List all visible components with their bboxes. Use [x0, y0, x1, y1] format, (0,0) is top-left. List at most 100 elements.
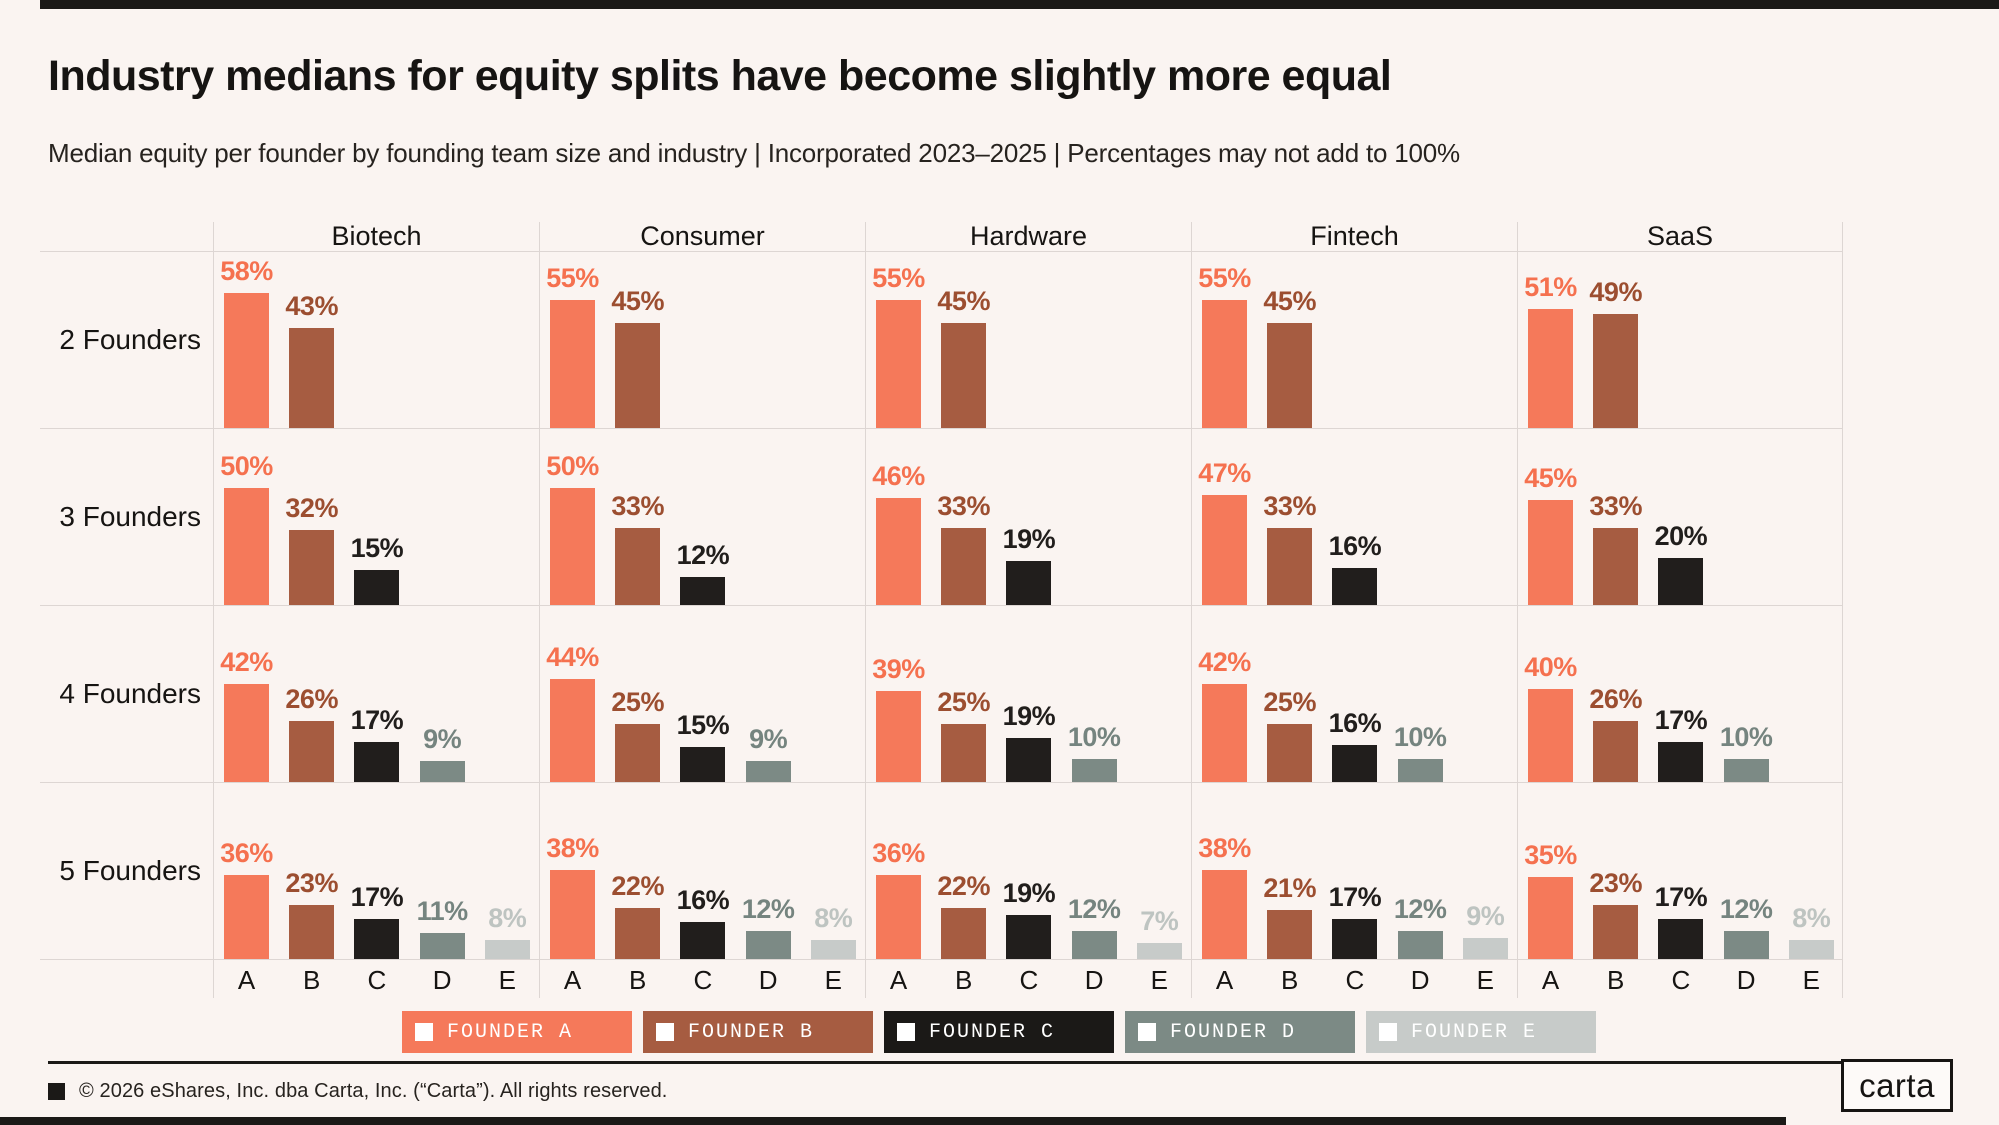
bar-founder-d [745, 931, 791, 959]
bar-value-label: 17% [1654, 882, 1708, 912]
chart-row-3-founders: 3 Founders 50% 32% 15% 50% 33% 12% 46% 33% 19% 47%… [40, 429, 1843, 606]
copyright-text: © 2026 eShares, Inc. dba Carta, Inc. (“C… [79, 1080, 668, 1102]
bar-founder-b [289, 328, 335, 428]
bar-value-label: 51% [1524, 272, 1577, 302]
bar-founder-d [1723, 759, 1769, 782]
bar-founder-a [1202, 495, 1247, 605]
axis-label-a: A [563, 965, 582, 995]
panel-saas-2-founders: 51% 49% [1517, 252, 1843, 428]
axis-label-a: A [1215, 965, 1234, 995]
bar-founder-b [615, 908, 661, 959]
bar-value-label: 38% [546, 833, 599, 863]
bar-value-label: 46% [872, 461, 925, 491]
bar-founder-a [550, 300, 595, 428]
legend-swatch-icon [415, 1023, 433, 1041]
bar-value-label: 12% [1393, 894, 1447, 924]
legend-label: FOUNDER A [447, 1020, 574, 1044]
axis-cell: A B C D E [213, 960, 539, 998]
bar-value-label: 9% [1466, 901, 1505, 931]
panel-consumer-2-founders: 55% 45% [539, 252, 865, 428]
panel-biotech-3-founders: 50% 32% 15% [213, 429, 539, 605]
bar-value-label: 9% [423, 724, 462, 754]
bar-value-label: 23% [1589, 868, 1642, 898]
bar-founder-a [1528, 877, 1573, 959]
bar-founder-b [289, 721, 335, 782]
axis-cell: A B C D E [539, 960, 865, 998]
bar-founder-e [810, 940, 856, 959]
axis-label-d: D [1084, 965, 1104, 995]
legend: FOUNDER A FOUNDER B FOUNDER C FOUNDER D FOUN… [402, 1011, 1596, 1053]
footer: © 2026 eShares, Inc. dba Carta, Inc. (“C… [48, 1080, 667, 1103]
bar-value-label: 35% [1524, 840, 1577, 870]
axis-label-e: E [1802, 965, 1820, 995]
bar-founder-a [224, 488, 269, 605]
panel-consumer-4-founders: 44% 25% 15% 9% [539, 606, 865, 782]
axis-label-c: C [1345, 965, 1365, 995]
header-spacer [40, 222, 213, 251]
carta-logo: carta [1841, 1059, 1953, 1112]
bar-value-label: 25% [611, 687, 664, 717]
bar-value-label: 45% [611, 286, 664, 316]
bar-founder-a [224, 875, 269, 959]
bar-founder-a [550, 679, 595, 782]
bar-value-label: 22% [937, 871, 990, 901]
axis-label-a: A [889, 965, 908, 995]
bar-founder-b [1267, 724, 1313, 782]
bar-founder-d [419, 933, 465, 959]
bar-founder-c [354, 570, 400, 605]
axis-label-e: E [1476, 965, 1494, 995]
top-frame-bar [40, 0, 1999, 9]
bar-value-label: 40% [1524, 652, 1577, 682]
bar-value-label: 12% [676, 540, 730, 570]
bar-value-label: 12% [1067, 894, 1121, 924]
bar-value-label: 21% [1263, 873, 1316, 903]
bar-founder-b [615, 528, 661, 605]
bar-founder-c [680, 747, 726, 782]
bar-value-label: 8% [814, 903, 853, 933]
legend-label: FOUNDER D [1170, 1020, 1297, 1044]
footer-square-icon [48, 1083, 65, 1100]
bar-founder-a [224, 684, 269, 782]
bar-founder-c [354, 742, 400, 782]
row-label: 3 Founders [59, 501, 201, 532]
legend-swatch-icon [1379, 1023, 1397, 1041]
bar-value-label: 45% [1263, 286, 1316, 316]
axis-label-e: E [1150, 965, 1168, 995]
bar-founder-d [1397, 759, 1443, 782]
bar-founder-b [941, 908, 987, 959]
panel-biotech-5-founders: 36% 23% 17% 11% 8% [213, 783, 539, 959]
panel-fintech-2-founders: 55% 45% [1191, 252, 1517, 428]
bar-value-label: 55% [1198, 263, 1251, 293]
bar-value-label: 44% [546, 642, 599, 672]
row-label: 4 Founders [59, 678, 201, 709]
bar-value-label: 26% [285, 684, 338, 714]
bar-value-label: 50% [220, 451, 273, 481]
row-label: 2 Founders [59, 324, 201, 355]
bar-value-label: 49% [1589, 277, 1642, 307]
panel-saas-5-founders: 35% 23% 17% 12% 8% [1517, 783, 1843, 959]
panel-consumer-3-founders: 50% 33% 12% [539, 429, 865, 605]
bar-value-label: 33% [1589, 491, 1642, 521]
panel-saas-3-founders: 45% 33% 20% [1517, 429, 1843, 605]
bar-value-label: 12% [741, 894, 795, 924]
panel-consumer-5-founders: 38% 22% 16% 12% 8% [539, 783, 865, 959]
bar-founder-a [1528, 309, 1573, 428]
bar-founder-b [289, 905, 335, 959]
bar-founder-a [550, 488, 595, 605]
panel-saas-4-founders: 40% 26% 17% 10% [1517, 606, 1843, 782]
axis-spacer [40, 960, 213, 998]
bar-value-label: 17% [350, 705, 404, 735]
bar-founder-b [1593, 721, 1639, 782]
bar-founder-c [1332, 745, 1378, 782]
bar-founder-b [615, 724, 661, 782]
axis-label-d: D [432, 965, 452, 995]
bar-founder-a [550, 870, 595, 959]
industry-header-row: Biotech Consumer Hardware Fintech SaaS [40, 221, 1843, 252]
bar-founder-b [1593, 314, 1639, 428]
bar-value-label: 19% [1002, 701, 1056, 731]
bar-founder-d [1397, 931, 1443, 959]
bar-value-label: 45% [1524, 463, 1577, 493]
axis-label-e: E [498, 965, 516, 995]
bar-founder-c [680, 577, 726, 605]
